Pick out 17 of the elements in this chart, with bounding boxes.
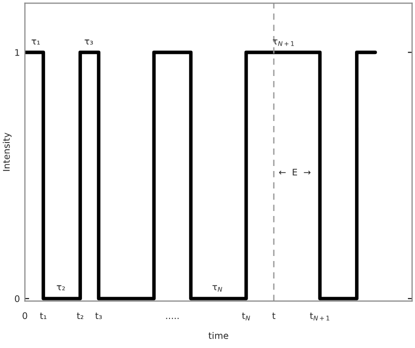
annotation: τ₂	[56, 285, 65, 290]
x-tick-label: .....	[166, 318, 179, 319]
y-tick-label: 1	[15, 49, 20, 56]
x-tick-label: t$_{N}$	[242, 312, 250, 320]
annotation: τ₃	[84, 40, 93, 45]
x-tick-label: t₂	[76, 312, 84, 320]
x-tick-label: t	[272, 312, 276, 319]
x-tick-label: t₃	[95, 312, 102, 320]
annotation: τ₁	[32, 40, 40, 44]
annotation: τ$_{N+1}$	[272, 39, 294, 46]
x-tick-label: t$_{N+1}$	[310, 312, 330, 320]
x-tick-label: t₁	[40, 312, 46, 320]
y-axis-title: Intensity	[2, 132, 12, 171]
x-axis-title: time	[208, 332, 228, 339]
annotation: τ$_{N}$	[212, 285, 222, 292]
x-tick-label: 0	[22, 312, 28, 320]
annotation: ← E →	[279, 168, 310, 176]
